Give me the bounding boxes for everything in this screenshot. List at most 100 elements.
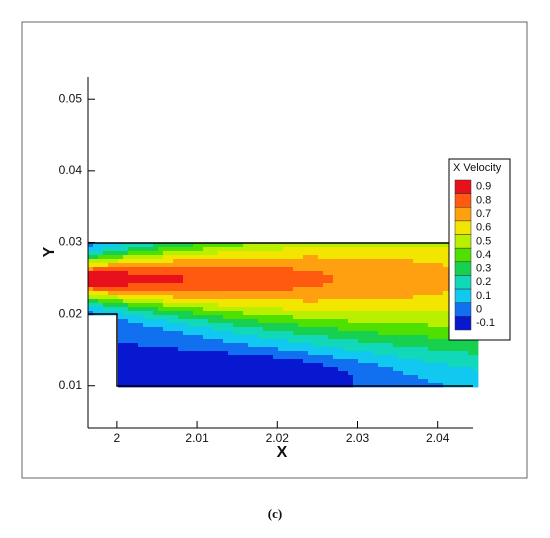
contour-cell (428, 363, 434, 368)
contour-cell (283, 303, 289, 308)
contour-cell (298, 351, 304, 356)
contour-cell (138, 291, 144, 296)
contour-cell (248, 267, 254, 272)
contour-cell (318, 243, 324, 248)
contour-cell (348, 251, 354, 256)
contour-cell (383, 371, 389, 376)
contour-cell (408, 343, 414, 348)
contour-cell (173, 307, 179, 312)
contour-cell (163, 251, 169, 256)
contour-cell (398, 371, 404, 376)
contour-cell (353, 291, 359, 296)
contour-cell (268, 303, 274, 308)
contour-cell (308, 343, 314, 348)
contour-cell (408, 375, 414, 380)
contour-cell (173, 287, 179, 292)
contour-cell (318, 255, 324, 260)
contour-cell (398, 295, 404, 300)
contour-cell (428, 339, 434, 344)
contour-cell (473, 367, 479, 372)
contour-cell (188, 279, 194, 284)
contour-cell (138, 351, 144, 356)
contour-cell (158, 255, 164, 260)
contour-cell (178, 351, 184, 356)
contour-cell (218, 343, 224, 348)
contour-cell (438, 307, 444, 312)
contour-cell (318, 339, 324, 344)
contour-cell (358, 295, 364, 300)
contour-cell (383, 355, 389, 360)
contour-cell (183, 359, 189, 364)
contour-cell (348, 359, 354, 364)
contour-cell (128, 335, 134, 340)
contour-cell (213, 375, 219, 380)
contour-cell (123, 367, 129, 372)
contour-cell (388, 323, 394, 328)
contour-cell (253, 315, 259, 320)
contour-cell (408, 335, 414, 340)
contour-cell (128, 247, 134, 252)
contour-cell (143, 343, 149, 348)
contour-cell (108, 267, 114, 272)
contour-cell (183, 307, 189, 312)
contour-cell (148, 351, 154, 356)
contour-cell (458, 367, 464, 372)
contour-cell (148, 267, 154, 272)
contour-cell (338, 327, 344, 332)
contour-cell (363, 295, 369, 300)
contour-cell (243, 319, 249, 324)
contour-cell (243, 259, 249, 264)
contour-cell (243, 275, 249, 280)
contour-cell (443, 295, 449, 300)
contour-cell (153, 347, 159, 352)
contour-cell (213, 383, 219, 388)
contour-cell (133, 343, 139, 348)
contour-cell (323, 359, 329, 364)
contour-cell (153, 323, 159, 328)
contour-cell (388, 287, 394, 292)
contour-cell (148, 251, 154, 256)
contour-cell (163, 351, 169, 356)
contour-cell (253, 263, 259, 268)
contour-cell (218, 283, 224, 288)
contour-cell (353, 335, 359, 340)
contour-cell (413, 283, 419, 288)
contour-cell (288, 379, 294, 384)
contour-cell (233, 323, 239, 328)
contour-cell (243, 315, 249, 320)
contour-cell (293, 343, 299, 348)
contour-cell (88, 295, 94, 300)
contour-cell (193, 359, 199, 364)
contour-cell (218, 295, 224, 300)
contour-cell (233, 287, 239, 292)
contour-cell (168, 367, 174, 372)
contour-cell (158, 375, 164, 380)
contour-cell (393, 371, 399, 376)
contour-cell (178, 267, 184, 272)
contour-cell (453, 343, 459, 348)
contour-cell (358, 343, 364, 348)
contour-cell (273, 367, 279, 372)
contour-cell (173, 347, 179, 352)
contour-cell (188, 283, 194, 288)
contour-cell (153, 351, 159, 356)
contour-cell (258, 255, 264, 260)
contour-cell (303, 323, 309, 328)
contour-cell (203, 323, 209, 328)
contour-cell (348, 335, 354, 340)
contour-cell (443, 335, 449, 340)
contour-cell (163, 299, 169, 304)
contour-cell (468, 371, 474, 376)
contour-cell (428, 283, 434, 288)
contour-cell (143, 323, 149, 328)
contour-cell (223, 331, 229, 336)
contour-cell (298, 307, 304, 312)
contour-cell (343, 291, 349, 296)
contour-cell (333, 359, 339, 364)
contour-cell (248, 371, 254, 376)
contour-cell (318, 291, 324, 296)
contour-cell (218, 259, 224, 264)
contour-cell (338, 295, 344, 300)
contour-cell (133, 291, 139, 296)
contour-cell (323, 259, 329, 264)
